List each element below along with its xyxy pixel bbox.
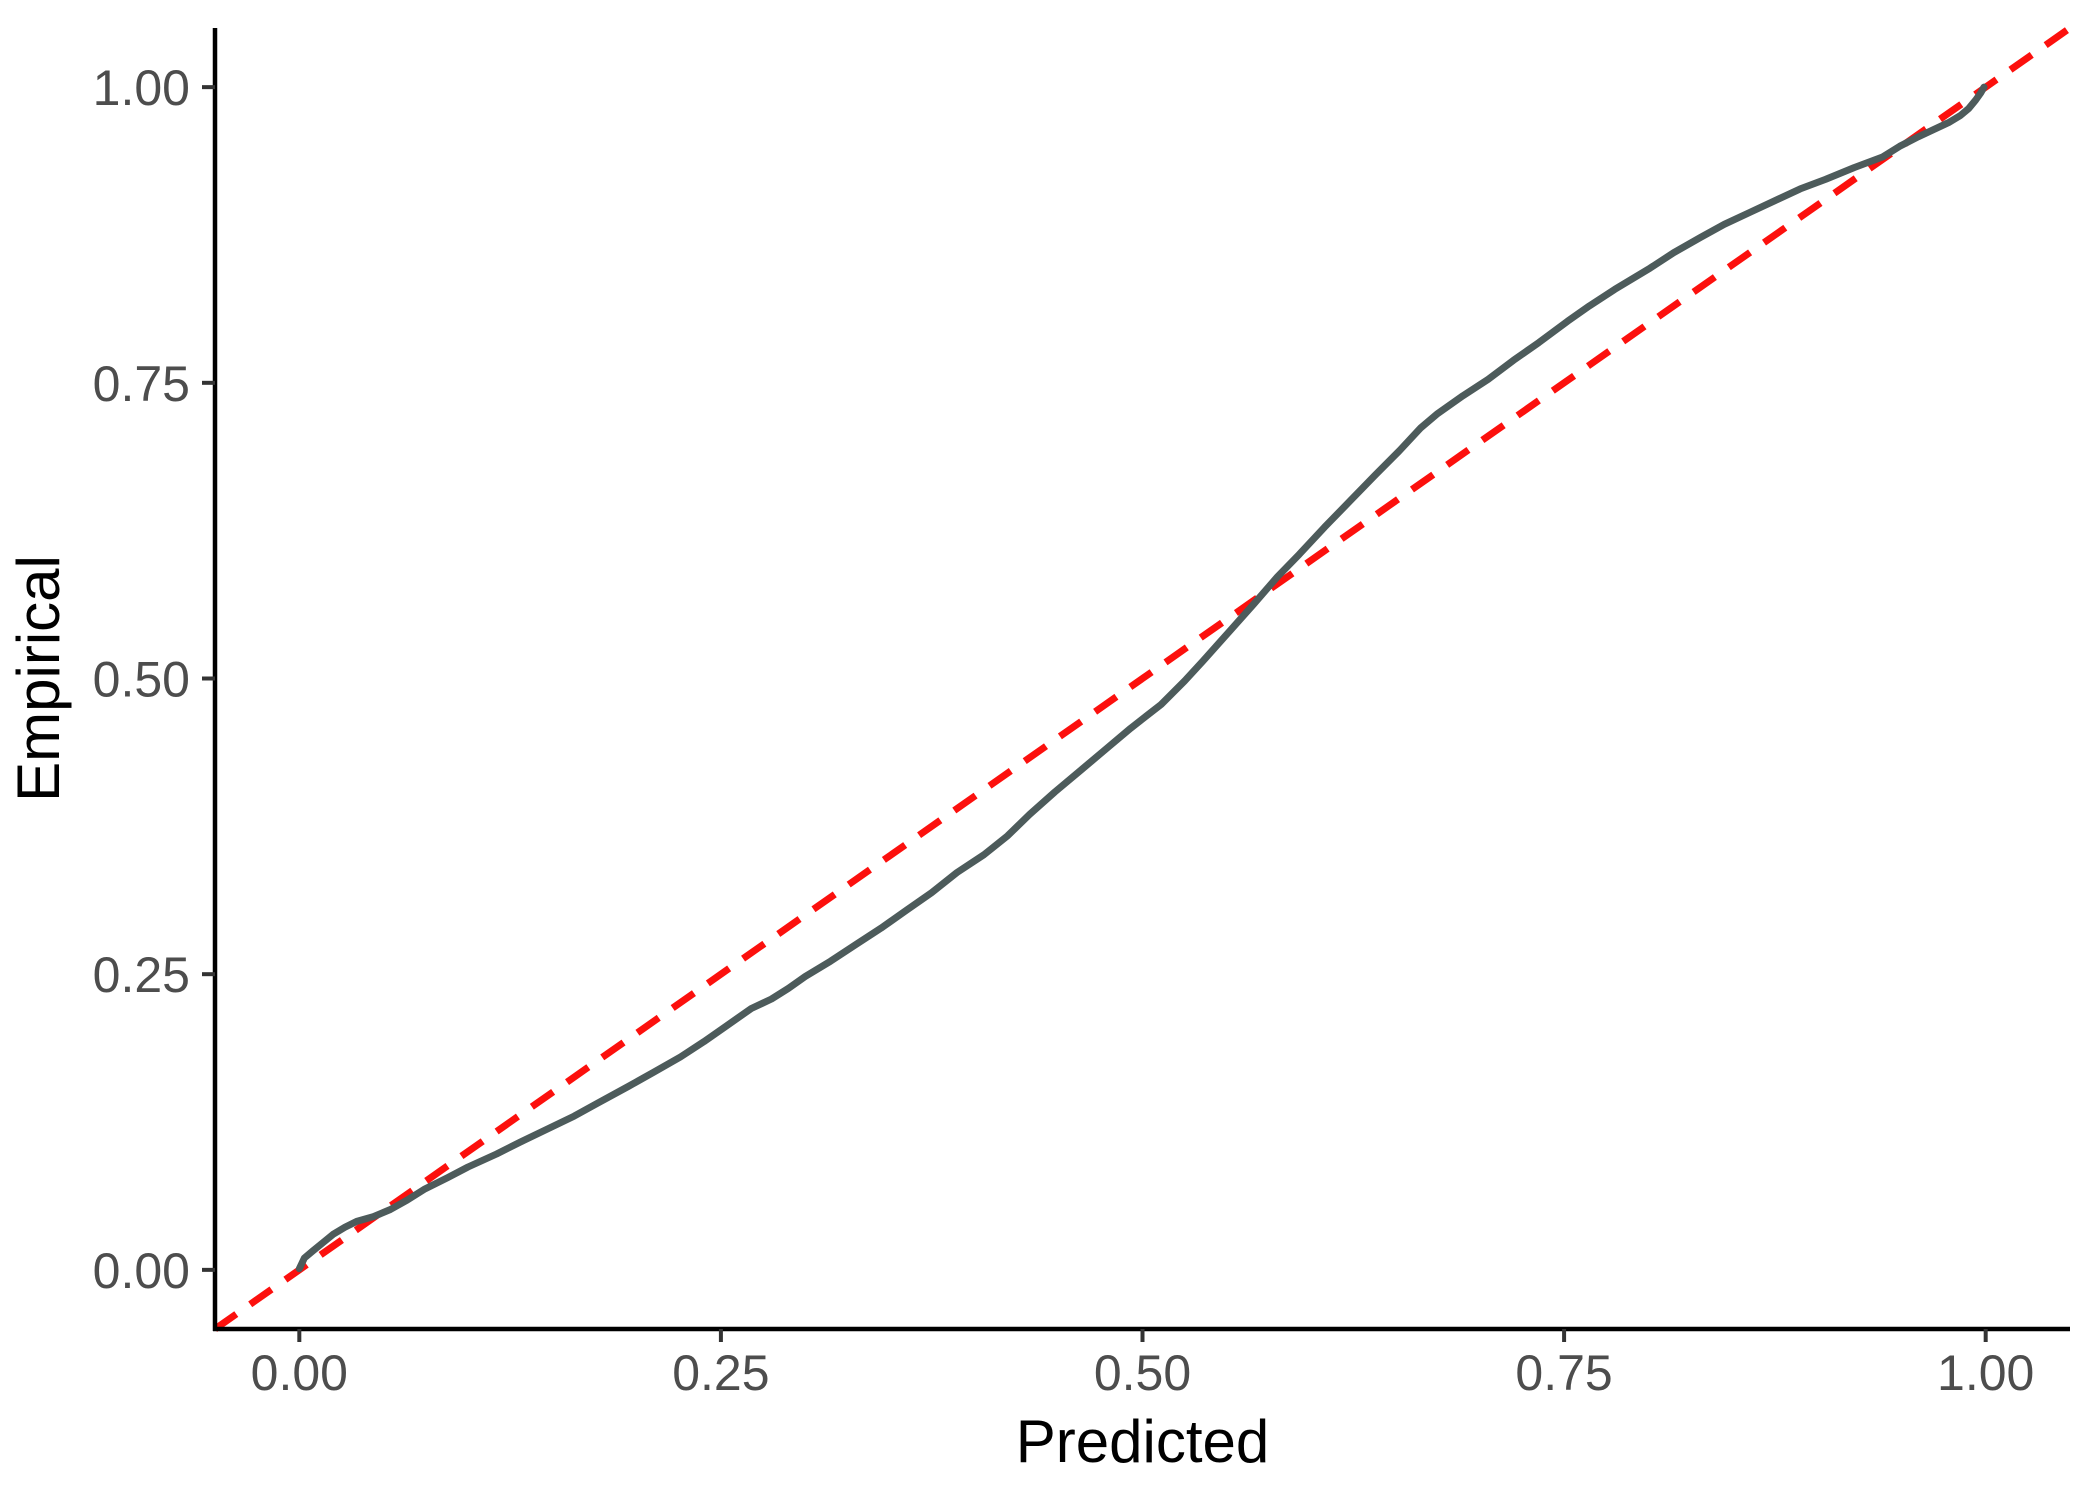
x-axis-title: Predicted [1016, 1408, 1269, 1475]
y-tick-label: 1.00 [93, 60, 190, 116]
x-tick-label: 0.25 [672, 1345, 769, 1401]
y-tick-label: 0.75 [93, 356, 190, 412]
calibration-curve [295, 83, 1988, 1273]
y-tick-label: 0.50 [93, 652, 190, 708]
x-tick-label: 0.50 [1094, 1345, 1191, 1401]
y-axis-title: Empirical [5, 555, 72, 802]
x-axis-ticks: 0.00 0.25 0.50 0.75 1.00 [251, 1329, 2034, 1401]
y-tick-label: 0.25 [93, 947, 190, 1003]
axes: 0.00 0.25 0.50 0.75 1.00 0.00 0.25 0.50 0.75 1.0… [93, 28, 2070, 1401]
x-tick-label: 0.00 [251, 1345, 348, 1401]
y-tick-label: 0.00 [93, 1243, 190, 1299]
x-tick-label: 0.75 [1515, 1345, 1612, 1401]
x-tick-label: 1.00 [1937, 1345, 2034, 1401]
y-axis-ticks: 0.00 0.25 0.50 0.75 1.00 [93, 60, 215, 1299]
reference-line [212, 25, 2073, 1332]
plot-panel [212, 25, 2073, 1332]
